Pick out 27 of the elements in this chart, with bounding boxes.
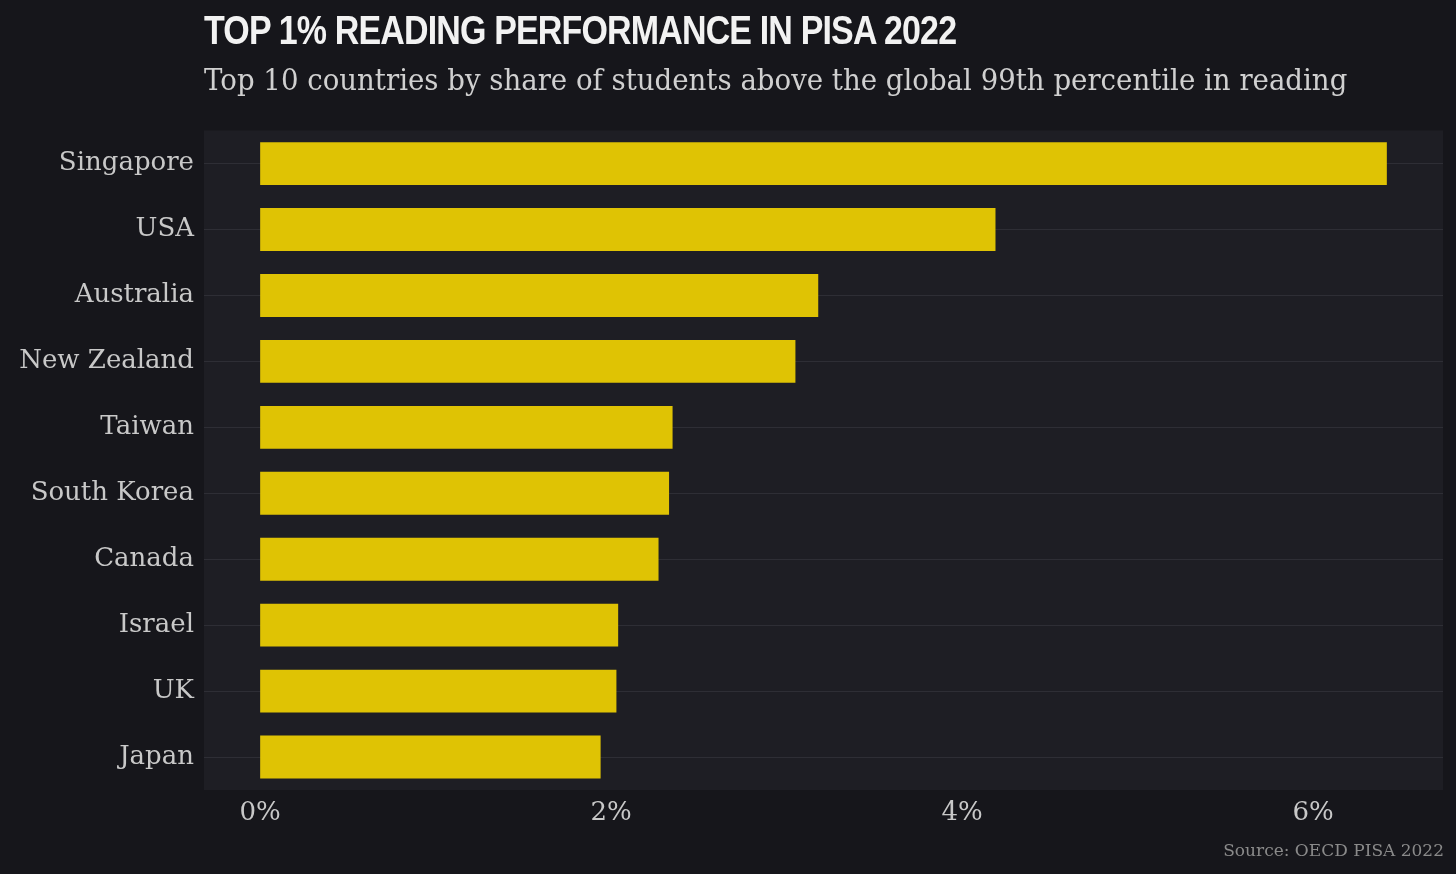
y-tick-label: Singapore — [58, 146, 194, 177]
bar — [260, 471, 670, 515]
bar — [260, 537, 659, 581]
y-tick-label: South Korea — [30, 476, 194, 507]
y-tick-label: Taiwan — [100, 410, 195, 441]
bar — [260, 339, 796, 383]
bar — [260, 603, 619, 647]
y-tick-label: Japan — [116, 739, 195, 770]
x-tick-label: 6% — [1292, 796, 1334, 827]
y-tick-label: Australia — [73, 278, 194, 309]
bar — [260, 405, 673, 449]
bar — [260, 142, 1387, 185]
y-tick-label: Israel — [118, 607, 194, 638]
y-tick-label: New Zealand — [19, 344, 194, 375]
chart-title: TOP 1% READING PERFORMANCE IN PISA 2022 — [204, 8, 957, 53]
x-tick-label: 4% — [941, 796, 983, 827]
y-tick-label: UK — [152, 673, 195, 704]
bar — [260, 735, 601, 779]
y-tick-label: USA — [135, 212, 196, 243]
bar — [260, 669, 617, 713]
chart-subtitle: Top 10 countries by share of students above the global 99th percentile in reading — [204, 62, 1348, 97]
bar — [260, 208, 996, 251]
bar — [260, 274, 819, 317]
source-note: Source: OECD PISA 2022 — [1223, 840, 1444, 860]
x-tick-label: 2% — [590, 796, 632, 827]
x-tick-label: 0% — [239, 796, 281, 827]
y-tick-label: Canada — [94, 541, 194, 572]
